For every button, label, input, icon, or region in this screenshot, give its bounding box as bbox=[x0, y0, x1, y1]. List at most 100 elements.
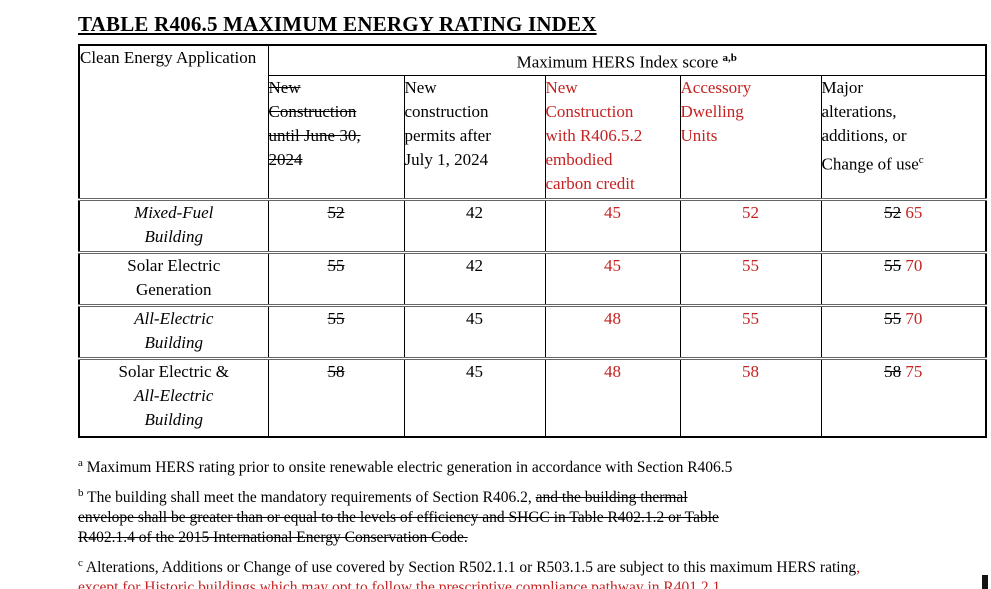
footnote-b-marker: b bbox=[78, 486, 84, 499]
value: 45 bbox=[466, 361, 483, 381]
col-header-new-construction-until-june-2024: New Construction until June 30, 2024 bbox=[267, 74, 405, 200]
col-header-new-construction-embodied-carbon-credit: New Construction with R406.5.2 embodied … bbox=[544, 74, 681, 200]
row-label-line: Building bbox=[144, 332, 204, 352]
col-header-line: Dwelling bbox=[680, 101, 744, 121]
new-value: 48 bbox=[604, 361, 621, 381]
col-header-line: New bbox=[404, 77, 437, 97]
cell-until2024: 52 bbox=[267, 197, 405, 253]
row-all-electric-building: All-Electric Building 55 45 48 55 55 70 bbox=[78, 303, 987, 359]
col-header-major-alterations-additions-change-of-use: Major alterations, additions, or Change … bbox=[820, 74, 987, 200]
row-label-line: Building bbox=[144, 226, 204, 246]
cell-after2024: 42 bbox=[403, 250, 546, 306]
row-label-all-electric-building: All-Electric Building bbox=[78, 303, 269, 359]
cell-until2024: 55 bbox=[267, 250, 405, 306]
row-solar-electric-and-all-electric-building: Solar Electric & All-Electric Building 5… bbox=[78, 356, 987, 438]
col-header-line: 2024 bbox=[268, 149, 303, 169]
corner-header-label: Clean Energy Application bbox=[80, 48, 257, 67]
col-header-accessory-dwelling-units: Accessory Dwelling Units bbox=[679, 74, 822, 200]
row-label-line: Solar Electric bbox=[127, 255, 221, 275]
row-label-mixed-fuel-building: Mixed-Fuel Building bbox=[78, 197, 269, 253]
value: 45 bbox=[466, 308, 483, 328]
row-label-solar-electric-generation: Solar Electric Generation bbox=[78, 250, 269, 306]
col-header-line: New bbox=[545, 77, 578, 97]
footnote-b-struck-text: envelope shall be greater than or equal … bbox=[78, 508, 719, 526]
cell-major-alterations: 55 70 bbox=[820, 250, 987, 306]
struck-value: 58 bbox=[327, 361, 345, 381]
row-label-line: All-Electric bbox=[134, 308, 214, 328]
value: 42 bbox=[466, 202, 483, 222]
footnote-b-struck-text: R402.1.4 of the 2015 International Energ… bbox=[78, 528, 468, 546]
cell-embodied-credit: 45 bbox=[544, 250, 681, 306]
col-header-line: Construction bbox=[545, 101, 634, 121]
footnote-b: b The building shall meet the mandatory … bbox=[78, 483, 988, 548]
struck-value: 55 bbox=[884, 308, 902, 328]
row-label-line: Generation bbox=[135, 279, 212, 299]
footnote-c: c Alterations, Additions or Change of us… bbox=[78, 553, 988, 589]
document-content: TABLE R406.5 MAXIMUM ENERGY RATING INDEX… bbox=[78, 8, 988, 589]
col-header-line: New bbox=[268, 77, 301, 97]
col-header-line: additions, or bbox=[821, 125, 907, 145]
new-value: 45 bbox=[604, 255, 621, 275]
col-header-line: Accessory bbox=[680, 77, 752, 97]
cell-major-alterations: 52 65 bbox=[820, 197, 987, 253]
new-value: 75 bbox=[905, 361, 923, 381]
footnote-c-red-comma: , bbox=[856, 559, 860, 577]
footnote-a-text: Maximum HERS rating prior to onsite rene… bbox=[86, 458, 733, 476]
cell-adu: 58 bbox=[679, 356, 822, 438]
footnote-c-kept-text: Alterations, Additions or Change of use … bbox=[85, 559, 857, 577]
new-value: 65 bbox=[905, 202, 923, 222]
col-header-line: alterations, bbox=[821, 101, 897, 121]
row-label-line: Solar Electric & bbox=[118, 361, 229, 381]
footnotes: a Maximum HERS rating prior to onsite re… bbox=[78, 453, 988, 589]
new-value: 55 bbox=[742, 308, 759, 328]
col-header-line: permits after bbox=[404, 125, 491, 145]
col-header-line: carbon credit bbox=[545, 173, 635, 193]
struck-value: 58 bbox=[884, 361, 902, 381]
col-header-superscript-c: c bbox=[918, 153, 924, 166]
col-header-line: Units bbox=[680, 125, 718, 145]
struck-value: 55 bbox=[327, 255, 345, 275]
footnote-b-kept-text: The building shall meet the mandatory re… bbox=[87, 488, 536, 506]
cell-embodied-credit: 48 bbox=[544, 303, 681, 359]
row-mixed-fuel-building: Mixed-Fuel Building 52 42 45 52 52 65 bbox=[78, 197, 987, 253]
col-header-new-construction-permits-after-july-2024: New construction permits after July 1, 2… bbox=[403, 74, 546, 200]
cell-after2024: 42 bbox=[403, 197, 546, 253]
col-header-line: construction bbox=[404, 101, 489, 121]
header-row-span: Clean Energy Application Maximum HERS In… bbox=[78, 44, 987, 200]
cell-adu: 52 bbox=[679, 197, 822, 253]
struck-value: 55 bbox=[327, 308, 345, 328]
row-label-solar-electric-and-all-electric-building: Solar Electric & All-Electric Building bbox=[78, 356, 269, 438]
row-label-line: Building bbox=[144, 409, 204, 429]
energy-rating-index-table: Clean Energy Application Maximum HERS In… bbox=[78, 44, 988, 438]
span-header-label: Maximum HERS Index score bbox=[516, 52, 719, 72]
cell-major-alterations: 55 70 bbox=[820, 303, 987, 359]
cell-until2024: 55 bbox=[267, 303, 405, 359]
col-header-line: July 1, 2024 bbox=[404, 149, 489, 169]
footnote-c-marker: c bbox=[78, 556, 83, 569]
struck-value: 52 bbox=[327, 202, 345, 222]
corner-header-clean-energy-application: Clean Energy Application bbox=[78, 44, 269, 200]
cell-after2024: 45 bbox=[403, 303, 546, 359]
col-header-line: Change of use bbox=[821, 154, 919, 174]
value: 42 bbox=[466, 255, 483, 275]
header-row-columns: New Construction until June 30, 2024 New… bbox=[79, 74, 987, 200]
new-value: 70 bbox=[905, 255, 923, 275]
cell-major-alterations: 58 75 bbox=[820, 356, 987, 438]
new-value: 58 bbox=[742, 361, 759, 381]
cell-adu: 55 bbox=[679, 303, 822, 359]
col-header-line: Construction bbox=[268, 101, 357, 121]
scrollbar-fragment bbox=[982, 575, 988, 589]
footnote-c-red-text: except for Historic buildings which may … bbox=[78, 579, 725, 589]
row-label-line: Mixed-Fuel bbox=[134, 202, 214, 222]
new-value: 55 bbox=[742, 255, 759, 275]
cell-embodied-credit: 45 bbox=[544, 197, 681, 253]
row-label-line: All-Electric bbox=[134, 385, 214, 405]
new-value: 70 bbox=[905, 308, 923, 328]
col-header-line: with R406.5.2 bbox=[545, 125, 643, 145]
new-value: 48 bbox=[604, 308, 621, 328]
span-header-superscript: a,b bbox=[722, 52, 737, 64]
cell-until2024: 58 bbox=[267, 356, 405, 438]
footnote-b-struck-text: and the building thermal bbox=[535, 488, 688, 506]
cell-embodied-credit: 48 bbox=[544, 356, 681, 438]
